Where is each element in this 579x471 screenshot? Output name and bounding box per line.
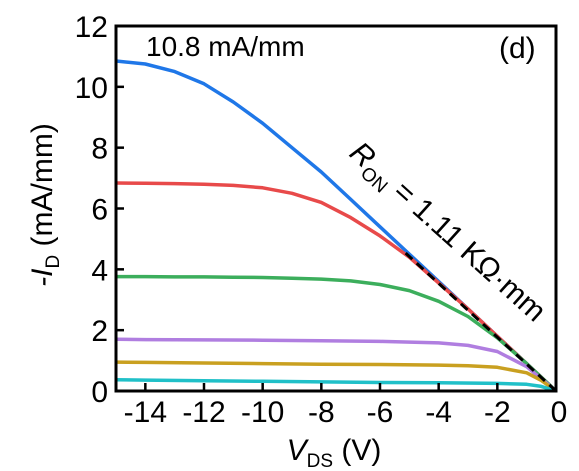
x-tick-label: -10 xyxy=(241,396,284,429)
ron-dashed-line xyxy=(402,249,558,393)
x-tick-label: 0 xyxy=(551,396,568,429)
series-layer xyxy=(115,59,558,393)
y-axis-prefix: -I xyxy=(26,269,59,287)
x-axis-label: VDS (V) xyxy=(287,434,382,471)
y-tick-label: 6 xyxy=(91,194,108,227)
y-tick-label: 12 xyxy=(75,11,108,44)
series-line-3 xyxy=(116,274,558,393)
x-axis-unit: (V) xyxy=(333,434,381,467)
y-tick-label: 4 xyxy=(91,254,108,287)
max-current-annotation: 10.8 mA/mm xyxy=(146,31,305,62)
x-tick-label: -12 xyxy=(182,396,225,429)
ron-annotation: RON = 1.11 KΩ·mm xyxy=(340,136,552,332)
y-tick-label: 2 xyxy=(91,315,108,348)
y-tick-label: 10 xyxy=(75,72,108,105)
x-tick-label: -6 xyxy=(367,396,394,429)
y-ticks: 0 2 4 6 8 10 12 xyxy=(75,11,124,409)
y-tick-label: 8 xyxy=(91,133,108,166)
y-tick-label: 0 xyxy=(91,376,108,409)
x-tick-label: -8 xyxy=(308,396,335,429)
panel-label: (d) xyxy=(499,32,536,65)
x-ticks: -14 -12 -10 -8 -6 -4 -2 0 xyxy=(124,383,568,429)
y-axis-subscript: D xyxy=(43,255,64,269)
y-axis-unit: (mA/mm) xyxy=(26,123,59,255)
y-axis-label: -ID (mA/mm) xyxy=(26,123,64,287)
x-tick-label: -4 xyxy=(425,396,452,429)
series-line-4 xyxy=(115,337,558,393)
x-axis-subscript: DS xyxy=(307,451,333,471)
x-axis-symbol: V xyxy=(287,434,310,467)
series-line-6 xyxy=(115,377,557,393)
ron-value: = 1.11 KΩ·mm xyxy=(381,169,553,328)
x-tick-label: -2 xyxy=(484,396,511,429)
x-tick-label: -14 xyxy=(124,396,167,429)
series-line-5 xyxy=(115,360,558,393)
